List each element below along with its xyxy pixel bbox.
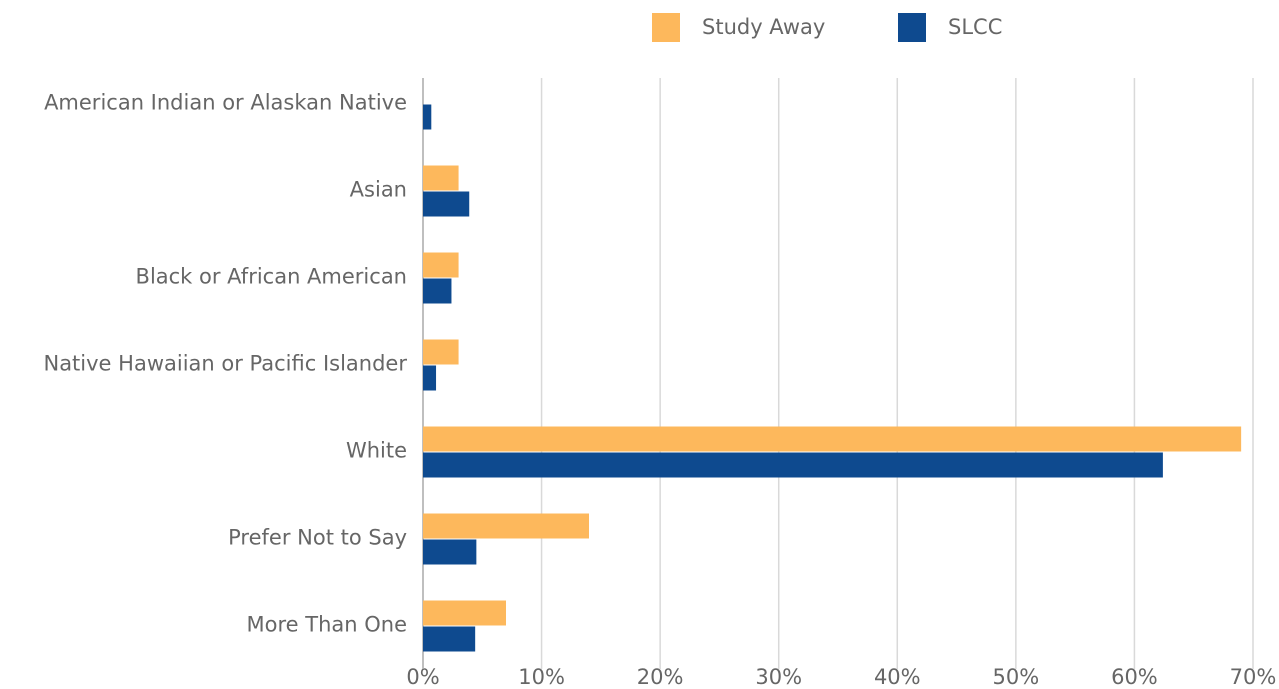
x-tick-label: 30% <box>755 665 802 689</box>
bar <box>423 365 437 391</box>
y-tick-label: Asian <box>350 178 407 202</box>
x-tick-label: 10% <box>518 665 565 689</box>
y-tick-label: More Than One <box>247 613 407 637</box>
x-tick-label: 70% <box>1230 665 1277 689</box>
y-tick-label: American Indian or Alaskan Native <box>44 91 407 115</box>
x-tick-label: 20% <box>637 665 684 689</box>
bar <box>423 104 432 130</box>
bar <box>423 626 476 652</box>
bar <box>423 339 459 365</box>
bar <box>423 278 452 304</box>
y-tick-label: White <box>346 439 407 463</box>
bar <box>423 452 1163 478</box>
y-tick-label: Black or African American <box>136 265 407 289</box>
y-tick-label: Prefer Not to Say <box>228 526 407 550</box>
y-tick-label: Native Hawaiian or Pacific Islander <box>43 352 407 376</box>
x-tick-label: 40% <box>874 665 921 689</box>
bar <box>423 600 506 626</box>
bar <box>423 252 459 278</box>
bar <box>423 165 459 191</box>
bar <box>423 513 589 539</box>
legend-swatch <box>652 13 680 42</box>
x-tick-label: 50% <box>993 665 1040 689</box>
bar <box>423 426 1242 452</box>
legend-label: Study Away <box>702 15 825 39</box>
x-tick-label: 60% <box>1111 665 1158 689</box>
legend-label: SLCC <box>948 15 1002 39</box>
legend-swatch <box>898 13 926 42</box>
bar <box>423 539 477 565</box>
bar <box>423 191 470 217</box>
